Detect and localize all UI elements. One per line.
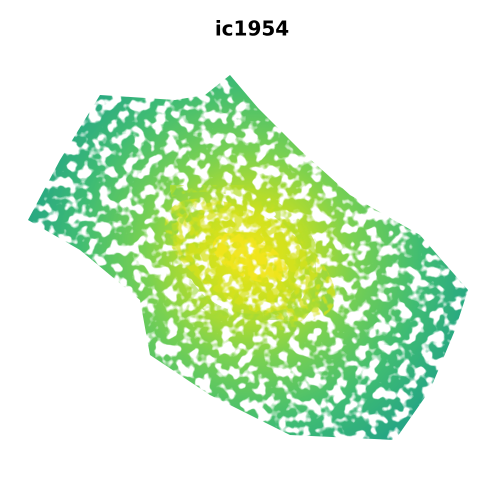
galaxy-core — [212, 233, 288, 283]
title: ic1954 — [215, 17, 289, 41]
galaxy-image — [28, 75, 468, 440]
spiral-arm — [166, 196, 323, 326]
